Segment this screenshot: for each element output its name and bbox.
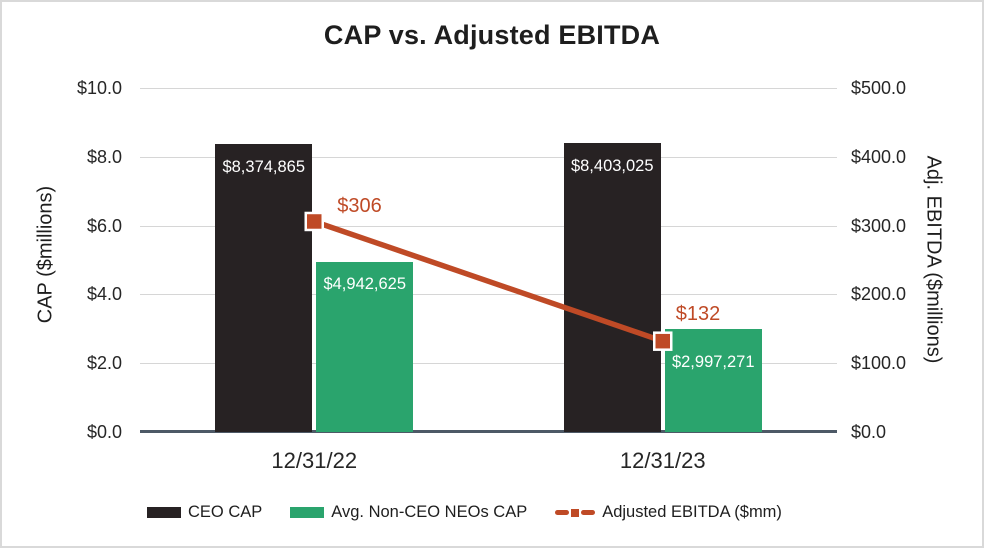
legend-line-dash [555,510,570,515]
bar-avg-non-ceo-cap [316,261,414,432]
left-axis-tick-label: $10.0 [76,78,122,98]
left-axis-tick-label: $6.0 [86,215,122,236]
gridline [140,294,837,296]
legend-item-ceo-cap: CEO CAP [147,503,262,522]
x-axis-category-label: 12/31/23 [619,448,706,473]
chart-legend: CEO CAP Avg. Non-CEO NEOs CAP Adjusted EBI… [147,503,782,522]
left-axis-tick-label: $4.0 [86,284,122,305]
ebitda-marker [653,331,673,351]
bar-ceo-cap [563,142,661,432]
legend-label: Adjusted EBITDA ($mm) [602,503,782,521]
gridline [140,156,837,158]
bar-ceo-cap [215,143,313,432]
legend-line-marker [571,508,580,517]
legend-swatch-adjusted-ebitda-line [555,508,596,517]
right-axis-tick-label: $200.0 [851,284,907,305]
gridline [140,363,837,365]
bar-value-label: $8,374,865 [222,157,306,176]
left-axis-title: CAP ($millions) [34,185,57,324]
legend-swatch-avg-non-ceo-cap [290,507,325,518]
bar-value-label: $8,403,025 [570,156,654,175]
legend-label: CEO CAP [188,503,263,521]
left-axis-tick-label: $2.0 [86,353,122,374]
ebitda-value-label: $306 [337,195,382,218]
legend-line-dash [581,510,596,515]
bar-avg-non-ceo-cap [664,328,762,432]
right-axis-tick-label: $300.0 [851,215,907,236]
plot-area: $8,374,865 $8,403,025 $4,942,625 $2,997,271… [140,88,837,433]
gridline [140,225,837,227]
x-axis-category-label: 12/31/22 [271,448,358,473]
legend-item-adjusted-ebitda: Adjusted EBITDA ($mm) [555,503,782,522]
ebitda-line-series [304,211,673,351]
left-axis-tick-label: $8.0 [86,146,122,167]
legend-label: Avg. Non-CEO NEOs CAP [331,503,528,521]
left-axis-tick-label: $0.0 [86,422,122,442]
chart-title: CAP vs. Adjusted EBITDA [323,20,661,50]
right-axis-tick-label: $100.0 [851,353,907,374]
legend-swatch-ceo-cap [147,507,181,518]
ebitda-line [313,218,664,344]
right-axis-tick-label: $0.0 [851,422,887,442]
gridline [140,88,837,89]
right-axis-title: Adj. EBITDA ($millions) [922,155,945,364]
right-axis-tick-label: $400.0 [851,146,907,167]
right-axis-tick-label: $500.0 [851,78,907,98]
ebitda-marker [304,211,324,232]
bar-value-label: $2,997,271 [671,352,755,371]
legend-item-avg-non-ceo-cap: Avg. Non-CEO NEOs CAP [290,503,527,522]
x-axis-line [140,430,837,433]
ebitda-value-label: $132 [675,303,721,326]
bar-value-label: $4,942,625 [323,274,407,293]
